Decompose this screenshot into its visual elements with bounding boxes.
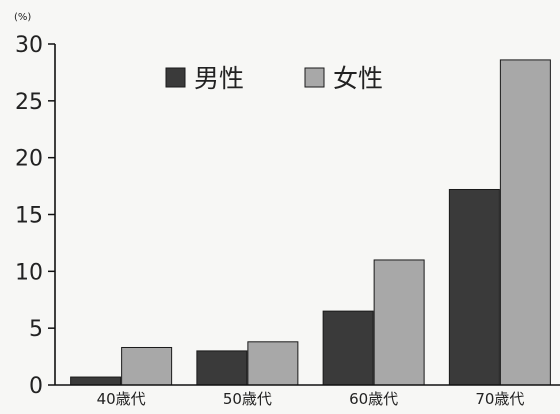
x-category-label: 40歳代: [97, 390, 146, 408]
legend-label: 女性: [333, 64, 383, 93]
bar-女性-60歳代: [373, 259, 425, 386]
y-tick-label: 0: [29, 374, 43, 399]
legend-swatch: [304, 67, 325, 88]
y-tick-label: 5: [29, 317, 43, 342]
y-tick-label: 30: [15, 33, 43, 58]
bar-男性-70歳代: [448, 188, 500, 386]
x-category-label: 60歳代: [349, 390, 398, 408]
bar-女性-40歳代: [121, 346, 173, 386]
x-category-label: 50歳代: [223, 390, 272, 408]
y-tick-label: 25: [15, 90, 43, 115]
legend: 男性 女性: [165, 64, 383, 93]
y-axis-unit: (%): [14, 12, 31, 23]
legend-swatch: [165, 67, 186, 88]
bar-男性-50歳代: [196, 350, 248, 386]
y-axis: 0 5 10 15 20 25 30: [15, 33, 55, 399]
y-tick-label: 15: [15, 204, 43, 229]
bar-男性-40歳代: [70, 376, 122, 386]
legend-label: 男性: [194, 64, 244, 93]
x-axis-categories: 40歳代 50歳代 60歳代 70歳代: [97, 390, 525, 408]
bar-女性-70歳代: [499, 59, 551, 386]
bars-group: [70, 59, 551, 386]
y-tick-label: 20: [15, 147, 43, 172]
bar-女性-50歳代: [247, 341, 299, 386]
y-tick-label: 10: [15, 260, 43, 285]
x-category-label: 70歳代: [475, 390, 524, 408]
bar-男性-60歳代: [322, 310, 374, 386]
